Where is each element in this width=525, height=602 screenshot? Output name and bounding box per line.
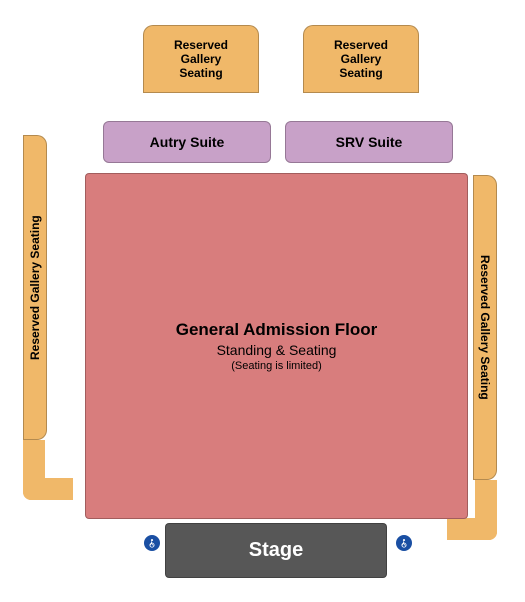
gallery-label: Reserved xyxy=(334,38,388,52)
gallery-side-label: Reserved Gallery Seating xyxy=(28,215,42,360)
reserved-gallery-top-right[interactable]: Reserved Gallery Seating xyxy=(303,25,419,93)
floor-label-sub: Standing & Seating xyxy=(217,342,337,358)
stage-label: Stage xyxy=(249,539,303,562)
gallery-label: Seating xyxy=(179,66,222,80)
reserved-gallery-side-left[interactable]: Reserved Gallery Seating xyxy=(23,135,47,440)
stage: Stage xyxy=(165,523,387,578)
suite-label: SRV Suite xyxy=(336,134,403,150)
floor-label-main: General Admission Floor xyxy=(176,320,378,340)
srv-suite[interactable]: SRV Suite xyxy=(285,121,453,163)
gallery-label: Reserved xyxy=(174,38,228,52)
floor-label-note: (Seating is limited) xyxy=(231,360,321,372)
autry-suite[interactable]: Autry Suite xyxy=(103,121,271,163)
gallery-bracket-left xyxy=(23,440,73,500)
gallery-label: Gallery xyxy=(341,52,382,66)
suite-label: Autry Suite xyxy=(150,134,225,150)
accessible-icon xyxy=(396,535,412,551)
gallery-side-label: Reserved Gallery Seating xyxy=(478,255,492,400)
accessible-icon xyxy=(144,535,160,551)
gallery-label: Seating xyxy=(339,66,382,80)
reserved-gallery-top-left[interactable]: Reserved Gallery Seating xyxy=(143,25,259,93)
general-admission-floor[interactable]: General Admission Floor Standing & Seati… xyxy=(85,173,468,519)
gallery-label: Gallery xyxy=(181,52,222,66)
reserved-gallery-side-right[interactable]: Reserved Gallery Seating xyxy=(473,175,497,480)
